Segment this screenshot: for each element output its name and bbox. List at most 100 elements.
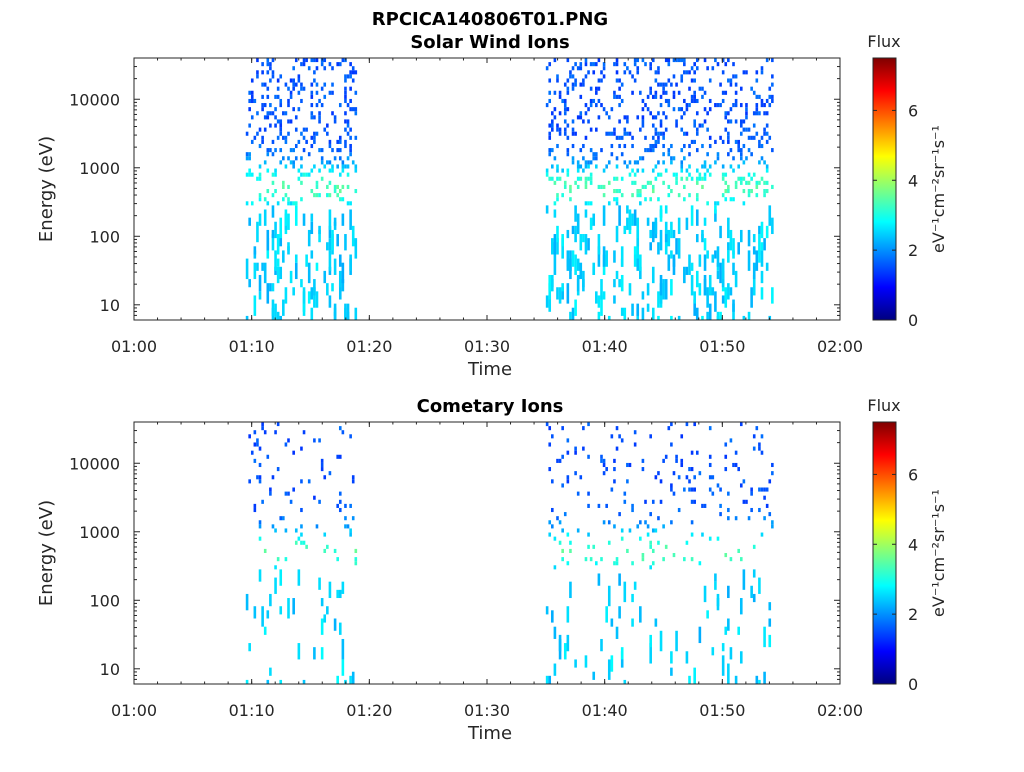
- flux-cell: [667, 62, 671, 67]
- flux-cell: [331, 164, 334, 169]
- flux-cell: [600, 295, 603, 316]
- flux-cell: [553, 115, 557, 120]
- flux-cell: [297, 176, 301, 181]
- flux-cell: [250, 94, 254, 99]
- colorbar-tick-label: 4: [908, 171, 918, 190]
- flux-cell: [664, 205, 668, 214]
- flux-cell: [602, 462, 606, 468]
- flux-cell: [605, 606, 608, 623]
- flux-cell: [300, 131, 303, 136]
- flux-cell: [620, 152, 624, 157]
- flux-cell: [548, 442, 552, 447]
- flux-cell: [623, 115, 627, 120]
- flux-cell: [569, 189, 572, 194]
- flux-cell: [765, 164, 769, 169]
- flux-cell: [607, 160, 611, 165]
- flux-cell: [282, 180, 285, 185]
- flux-cell: [662, 90, 665, 95]
- flux-cell: [305, 172, 308, 177]
- flux-cell: [672, 471, 676, 476]
- flux-cell: [701, 315, 704, 320]
- flux-cell: [706, 287, 709, 308]
- flux-cell: [344, 78, 347, 83]
- flux-cell: [351, 70, 355, 75]
- flux-cell: [323, 614, 327, 623]
- flux-cell: [654, 90, 658, 95]
- flux-cell: [649, 90, 652, 95]
- flux-cell: [729, 197, 733, 202]
- flux-cell: [662, 557, 665, 562]
- flux-cell: [351, 225, 355, 247]
- flux-cell: [750, 487, 753, 492]
- flux-cell: [693, 291, 696, 304]
- flux-cell: [714, 103, 717, 108]
- flux-cell: [623, 143, 627, 149]
- flux-cell: [677, 90, 681, 95]
- flux-cell: [351, 78, 355, 83]
- flux-cell: [683, 98, 686, 104]
- flux-cell: [245, 152, 249, 157]
- flux-cell: [344, 119, 347, 124]
- flux-cell: [646, 283, 650, 296]
- flux-cell: [269, 66, 272, 71]
- flux-cell: [644, 520, 647, 525]
- flux-cell: [294, 58, 298, 63]
- flux-cell: [344, 164, 347, 169]
- y-tick-label: 10: [100, 296, 120, 315]
- flux-cell: [551, 111, 554, 116]
- flux-cell: [310, 103, 314, 108]
- flux-cell: [313, 279, 316, 296]
- flux-cell: [755, 184, 759, 189]
- flux-cell: [662, 111, 665, 116]
- flux-cell: [716, 593, 720, 607]
- flux-cell: [282, 197, 285, 202]
- flux-cell: [556, 287, 559, 300]
- flux-cell: [587, 422, 590, 427]
- flux-cell: [706, 66, 709, 71]
- flux-cell: [739, 483, 743, 488]
- flux-cell: [336, 589, 339, 599]
- flux-cell: [261, 139, 264, 144]
- flux-cell: [592, 262, 596, 275]
- flux-cell: [287, 86, 290, 91]
- flux-cell: [613, 90, 616, 95]
- flux-cell: [351, 160, 355, 165]
- flux-cell: [659, 499, 663, 504]
- flux-cell: [250, 78, 254, 83]
- flux-cell: [760, 270, 764, 284]
- flux-cell: [747, 311, 751, 320]
- flux-cell: [331, 148, 334, 153]
- flux-cell: [693, 475, 696, 480]
- flux-cell: [613, 524, 616, 529]
- flux-cell: [349, 675, 352, 684]
- flux-cell: [556, 197, 559, 202]
- flux-cell: [631, 90, 634, 95]
- flux-cell: [610, 655, 614, 672]
- flux-cell: [354, 548, 358, 553]
- flux-cell: [566, 148, 570, 153]
- flux-cell: [628, 283, 632, 296]
- flux-cell: [727, 184, 730, 189]
- flux-cell: [649, 111, 652, 116]
- flux-cell: [768, 634, 772, 648]
- flux-cell: [719, 225, 722, 239]
- flux-cell: [258, 446, 262, 451]
- flux-cell: [571, 225, 575, 235]
- flux-cell: [763, 626, 766, 648]
- flux-cell: [626, 115, 629, 120]
- flux-cell: [633, 209, 637, 226]
- flux-cell: [323, 66, 327, 71]
- flux-cell: [258, 213, 262, 226]
- flux-cell: [600, 279, 603, 300]
- flux-cell: [602, 168, 606, 173]
- flux-cell: [685, 107, 689, 112]
- flux-cell: [657, 540, 660, 545]
- flux-cell: [250, 450, 254, 455]
- flux-cell: [675, 458, 678, 463]
- flux-cell: [729, 82, 733, 87]
- flux-cell: [654, 143, 658, 149]
- flux-cell: [763, 516, 766, 521]
- flux-cell: [553, 254, 557, 275]
- flux-cell: [683, 111, 686, 116]
- flux-cell: [670, 221, 673, 239]
